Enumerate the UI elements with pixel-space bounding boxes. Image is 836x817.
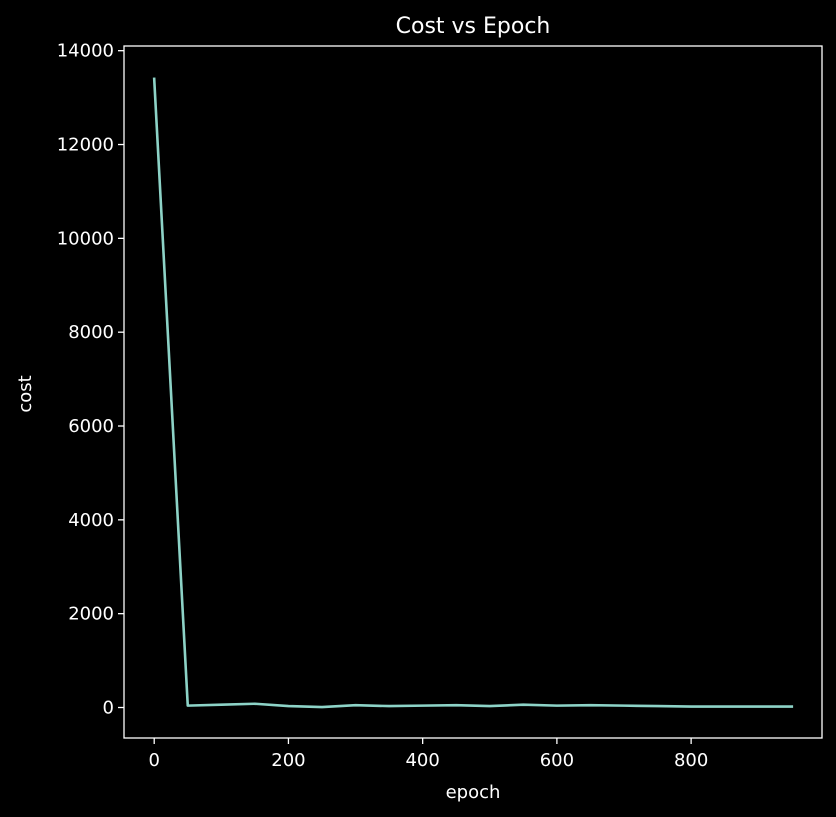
x-axis-label: epoch xyxy=(446,782,501,803)
y-tick-label: 14000 xyxy=(57,41,114,62)
y-tick-label: 4000 xyxy=(68,510,114,531)
x-tick-label: 400 xyxy=(405,750,439,771)
y-tick-label: 6000 xyxy=(68,416,114,437)
y-tick-label: 8000 xyxy=(68,322,114,343)
y-tick-label: 12000 xyxy=(57,135,114,156)
y-axis-label: cost xyxy=(15,375,36,412)
plot-area xyxy=(123,45,823,739)
axes-frame xyxy=(123,45,823,739)
y-tick-label: 10000 xyxy=(57,228,114,249)
y-tick-label: 0 xyxy=(103,698,114,719)
y-tick-label: 2000 xyxy=(68,604,114,625)
x-tick-label: 800 xyxy=(674,750,708,771)
chart-title: Cost vs Epoch xyxy=(396,14,551,39)
x-tick-label: 600 xyxy=(540,750,574,771)
x-tick-label: 200 xyxy=(271,750,305,771)
x-tick-label: 0 xyxy=(148,750,159,771)
series-line-0 xyxy=(152,77,794,709)
axis-ticks: 0 200 400 600 800020004000600080001000012000… xyxy=(57,41,709,771)
